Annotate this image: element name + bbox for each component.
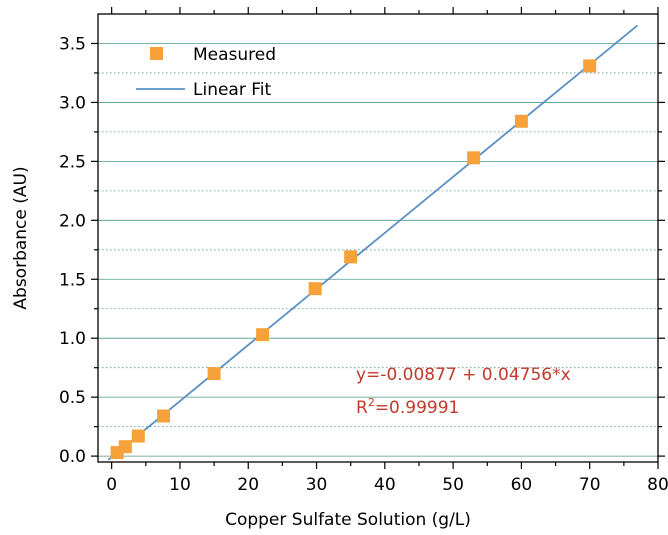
r-squared-prefix: R xyxy=(356,398,368,418)
plot-frame xyxy=(97,13,659,463)
measured-point xyxy=(583,59,597,73)
tick-labels: 0 10 20 30 40 50 60 70 80 0.0 0.5 1.0 1.5 2.0 2.5 3.0 3.… xyxy=(59,34,668,495)
y-tick-label: 0.5 xyxy=(59,388,86,408)
axis-ticks xyxy=(91,7,665,469)
gridlines xyxy=(98,43,658,457)
measured-point xyxy=(131,429,145,443)
legend-marker-measured xyxy=(150,47,163,60)
x-tick-label: 50 xyxy=(442,475,464,495)
y-tick-label: 1.0 xyxy=(59,329,86,349)
x-axis-title: Copper Sulfate Solution (g/L) xyxy=(225,510,471,530)
x-tick-label: 80 xyxy=(647,475,668,495)
linear-fit-line xyxy=(107,24,639,461)
measured-point xyxy=(308,282,322,296)
linear-fit-layer xyxy=(107,24,639,461)
y-tick-label: 3.5 xyxy=(59,34,86,54)
x-tick-label: 40 xyxy=(374,475,396,495)
r-squared-value: =0.99991 xyxy=(375,398,460,418)
x-tick-label: 60 xyxy=(511,475,533,495)
measured-point xyxy=(256,328,270,342)
measured-point xyxy=(344,250,358,264)
x-tick-label: 0 xyxy=(106,475,117,495)
measured-point xyxy=(207,367,221,381)
x-tick-label: 20 xyxy=(237,475,259,495)
measured-points-layer xyxy=(110,59,597,460)
legend-label-measured: Measured xyxy=(193,45,276,65)
x-tick-label: 70 xyxy=(579,475,601,495)
y-axis-title: Absorbance (AU) xyxy=(11,166,31,309)
x-tick-label: 30 xyxy=(306,475,328,495)
fit-equation: y=-0.00877 + 0.04756*x xyxy=(356,365,571,385)
y-tick-label: 2.5 xyxy=(59,152,86,172)
y-tick-label: 1.5 xyxy=(59,270,86,290)
measured-point xyxy=(514,114,528,128)
measured-point xyxy=(118,440,132,454)
y-tick-label: 2.0 xyxy=(59,211,86,231)
legend-label-fit: Linear Fit xyxy=(193,80,272,100)
measured-point xyxy=(467,151,481,165)
measured-point xyxy=(157,409,171,423)
r-squared-superscript: 2 xyxy=(368,396,375,409)
y-tick-label: 0.0 xyxy=(59,447,86,467)
x-tick-label: 10 xyxy=(169,475,191,495)
legend: Measured Linear Fit xyxy=(136,45,276,100)
y-tick-label: 3.0 xyxy=(59,93,86,113)
r-squared: R2=0.99991 xyxy=(356,396,459,418)
